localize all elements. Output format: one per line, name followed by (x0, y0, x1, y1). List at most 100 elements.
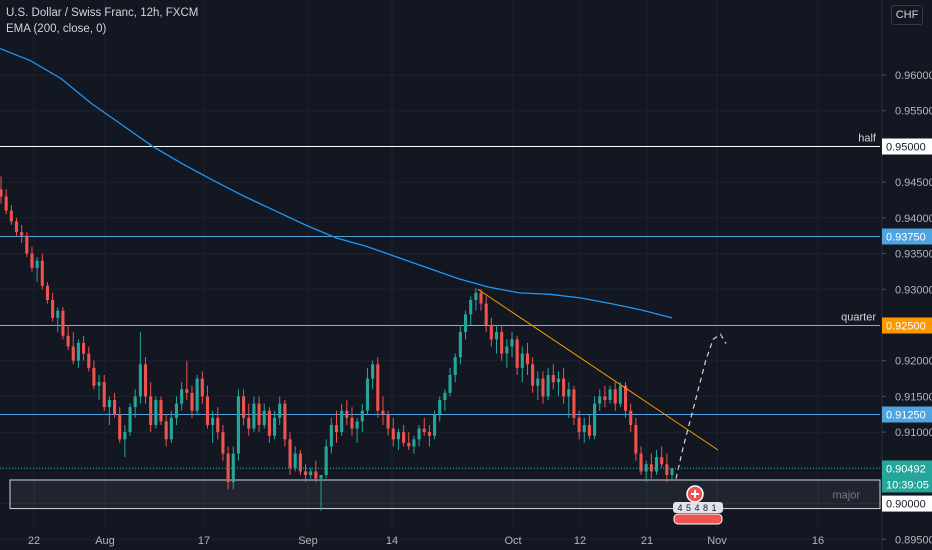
event-badge-count: 4 (677, 503, 682, 513)
major-zone-box[interactable] (9, 479, 881, 510)
candle-body (25, 235, 29, 254)
event-flags-icon[interactable] (673, 513, 723, 525)
candle-body (303, 471, 308, 475)
candle-body (123, 432, 127, 440)
event-badge-count: 1 (711, 503, 716, 513)
level-tag-bg-level-lower (882, 406, 932, 423)
candle-body (634, 425, 638, 454)
level-tag-half: 0.95000 (886, 142, 926, 154)
candle-body (463, 314, 468, 333)
projection-path[interactable] (675, 333, 727, 479)
candle-body (226, 453, 230, 483)
candle-body (567, 389, 571, 397)
level-label-quarter: quarter (841, 312, 876, 324)
axis-tags: 0.95000 0.93750 0.92500 0.91250 0.90492 10:39… (882, 138, 932, 512)
candle-body (257, 403, 261, 425)
current-price-tag-bg (882, 460, 932, 493)
candle-body (143, 364, 148, 397)
candle-body (334, 425, 339, 433)
candle-body (469, 300, 473, 315)
candle-body (479, 292, 483, 304)
candle-body (386, 414, 390, 429)
event-badge-count: 8 (703, 503, 708, 513)
candle-body (551, 375, 555, 383)
candle-body (185, 389, 189, 393)
y-tick-label: 0.91500 (895, 391, 932, 403)
y-tick-label: 0.94500 (895, 177, 932, 189)
chart-legend: U.S. Dollar / Swiss Franc, 12h, FXCM EMA… (6, 5, 198, 37)
y-tick-label: 0.89500 (895, 534, 932, 546)
currency-button[interactable]: CHF (891, 5, 923, 25)
x-tick-label: Nov (707, 535, 727, 547)
event-badge-strip[interactable] (673, 502, 723, 513)
candle-body (45, 285, 50, 300)
candle-body (355, 421, 359, 429)
major-zone[interactable]: major (9, 479, 881, 510)
candle-body (613, 389, 617, 404)
candle-body (205, 396, 210, 425)
candle-body (593, 403, 597, 436)
y-tick-label: 0.95500 (895, 106, 932, 118)
candle-body (329, 425, 333, 447)
candle-body (283, 403, 287, 440)
candle-body (365, 378, 370, 411)
candle-body (598, 396, 602, 404)
x-tick-label: 21 (641, 535, 653, 547)
candle-body (231, 453, 235, 483)
candle-body (417, 428, 421, 440)
level-tag-quarter: 0.92500 (886, 321, 926, 333)
candle-body (391, 428, 395, 440)
x-tick-label: 14 (386, 535, 398, 547)
candle-body (262, 410, 266, 425)
candle-body (515, 339, 519, 368)
candle-body (35, 260, 39, 268)
candle-body (51, 300, 55, 318)
candle-body (159, 400, 163, 422)
event-badge-count: 4 (694, 503, 699, 513)
candle-body (639, 453, 643, 472)
candle-body (9, 210, 13, 222)
candle-body (190, 392, 194, 411)
candle-body (87, 353, 91, 368)
ema-indicator-label[interactable]: EMA (200, close, 0) (6, 23, 107, 35)
y-tick-label: 0.94000 (895, 213, 932, 225)
candle-body (556, 378, 560, 383)
y-tick-label: 0.92000 (895, 356, 932, 368)
candle-body (345, 410, 349, 418)
candle-body (376, 364, 380, 411)
x-tick-label: 16 (812, 535, 824, 547)
candle-body (587, 425, 591, 436)
candle-body (324, 446, 328, 475)
candle-body (97, 382, 101, 386)
y-tick-label: 0.93500 (895, 249, 932, 261)
candle-body (20, 232, 24, 236)
horizontal-levels[interactable]: half quarter (0, 133, 880, 415)
symbol-title[interactable]: U.S. Dollar / Swiss Franc, 12h, FXCM (6, 7, 199, 19)
y-tick-label: 0.96000 (895, 70, 932, 82)
y-tick-label: 0.93000 (895, 284, 932, 296)
candle-body (350, 417, 354, 429)
x-tick-label: Aug (95, 535, 115, 547)
zone-price-tag-bg (882, 495, 932, 512)
candle-body (4, 196, 8, 211)
candle-body (82, 342, 86, 354)
candle-body (453, 357, 457, 375)
candle-body (474, 292, 478, 300)
candle-body (107, 400, 111, 408)
candle-body (211, 417, 215, 425)
x-tick-label: Sep (298, 535, 318, 547)
candle-body (102, 382, 106, 408)
candle-body (14, 221, 19, 233)
candle-body (381, 410, 385, 415)
downtrend-line[interactable] (477, 288, 719, 451)
x-tick-label: 17 (198, 535, 210, 547)
drawings[interactable] (0, 288, 880, 479)
level-tag-bg-quarter (882, 317, 932, 334)
candle-body (510, 339, 514, 347)
time-axis[interactable]: 22 Aug 17 Sep 14 Oct 12 21 Nov 16 (28, 535, 824, 547)
candle-body (216, 417, 220, 433)
candle-body (505, 346, 509, 354)
